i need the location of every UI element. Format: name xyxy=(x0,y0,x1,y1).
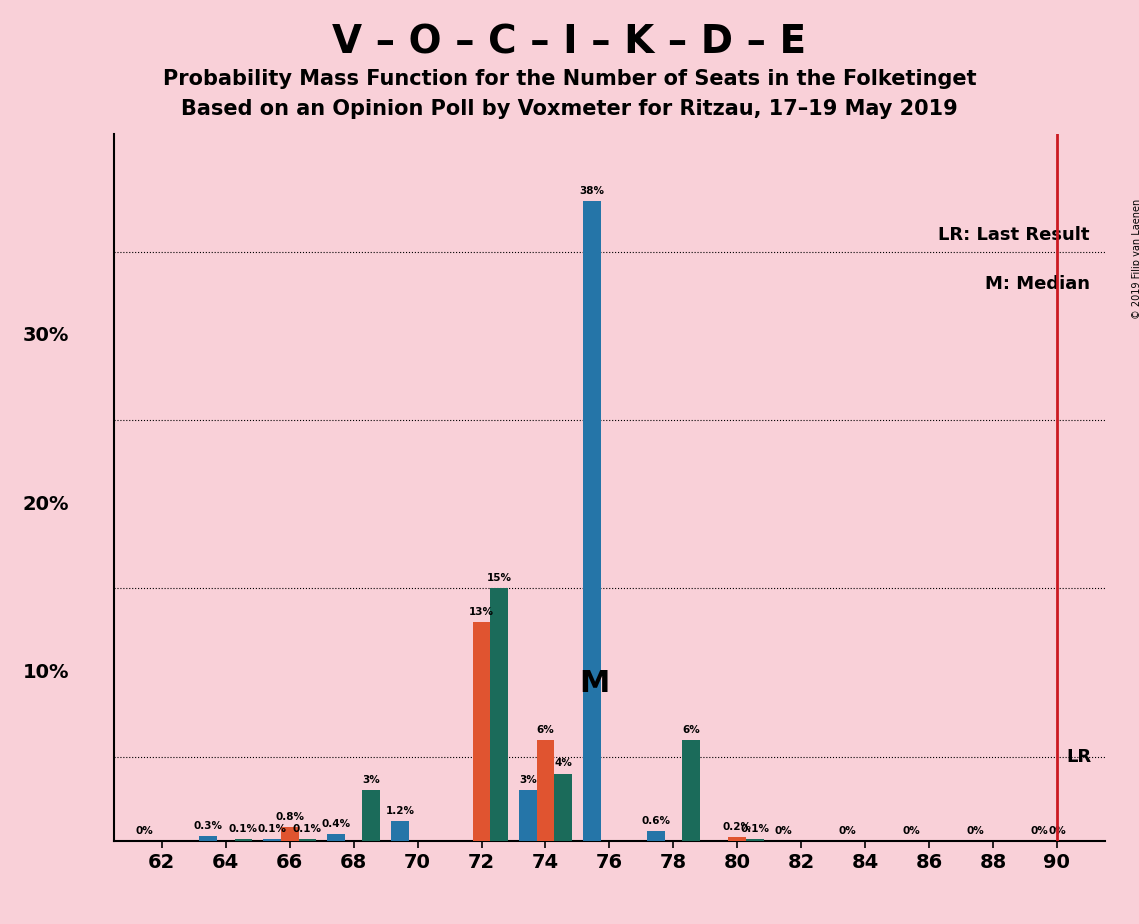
Text: 0%: 0% xyxy=(775,826,793,836)
Text: Probability Mass Function for the Number of Seats in the Folketinget: Probability Mass Function for the Number… xyxy=(163,69,976,90)
Text: 0.6%: 0.6% xyxy=(641,816,670,826)
Bar xyxy=(473,622,490,841)
Bar xyxy=(555,773,572,841)
Text: V – O – C – I – K – D – E: V – O – C – I – K – D – E xyxy=(333,23,806,61)
Text: 0%: 0% xyxy=(1048,826,1066,836)
Text: 6%: 6% xyxy=(536,724,555,735)
Text: 10%: 10% xyxy=(23,663,69,682)
Text: 0%: 0% xyxy=(838,826,857,836)
Text: 0.1%: 0.1% xyxy=(257,824,287,834)
Bar xyxy=(729,837,746,841)
Bar xyxy=(490,589,508,841)
Text: 4%: 4% xyxy=(554,759,572,769)
Bar xyxy=(362,790,380,841)
Bar xyxy=(391,821,409,841)
Bar xyxy=(263,839,281,841)
Bar xyxy=(281,827,298,841)
Text: 0%: 0% xyxy=(1031,826,1048,836)
Bar xyxy=(682,740,699,841)
Text: 0.8%: 0.8% xyxy=(276,812,304,822)
Text: 0.1%: 0.1% xyxy=(229,824,257,834)
Text: 0.2%: 0.2% xyxy=(723,822,752,833)
Bar xyxy=(327,834,345,841)
Text: 0.1%: 0.1% xyxy=(293,824,322,834)
Bar xyxy=(298,839,317,841)
Text: 3%: 3% xyxy=(362,775,380,785)
Bar xyxy=(583,201,600,841)
Text: 15%: 15% xyxy=(486,573,511,583)
Bar xyxy=(536,740,555,841)
Text: 38%: 38% xyxy=(580,187,605,196)
Text: LR: LR xyxy=(1066,748,1091,766)
Text: 0%: 0% xyxy=(136,826,153,836)
Bar xyxy=(199,836,218,841)
Text: M: Median: M: Median xyxy=(985,275,1090,293)
Text: 13%: 13% xyxy=(469,607,494,617)
Text: 1.2%: 1.2% xyxy=(385,806,415,816)
Text: 3%: 3% xyxy=(519,775,536,785)
Text: 6%: 6% xyxy=(682,724,699,735)
Text: 0%: 0% xyxy=(902,826,920,836)
Text: 0.4%: 0.4% xyxy=(321,819,351,829)
Bar xyxy=(647,831,664,841)
Text: 0.1%: 0.1% xyxy=(740,824,769,834)
Text: 30%: 30% xyxy=(23,326,69,346)
Text: LR: Last Result: LR: Last Result xyxy=(939,225,1090,244)
Text: © 2019 Filip van Laenen: © 2019 Filip van Laenen xyxy=(1132,199,1139,319)
Text: 0.3%: 0.3% xyxy=(194,821,223,831)
Bar xyxy=(746,839,763,841)
Bar xyxy=(519,790,536,841)
Bar xyxy=(235,839,252,841)
Text: M: M xyxy=(579,669,609,698)
Text: Based on an Opinion Poll by Voxmeter for Ritzau, 17–19 May 2019: Based on an Opinion Poll by Voxmeter for… xyxy=(181,99,958,119)
Text: 0%: 0% xyxy=(967,826,984,836)
Text: 20%: 20% xyxy=(23,494,69,514)
